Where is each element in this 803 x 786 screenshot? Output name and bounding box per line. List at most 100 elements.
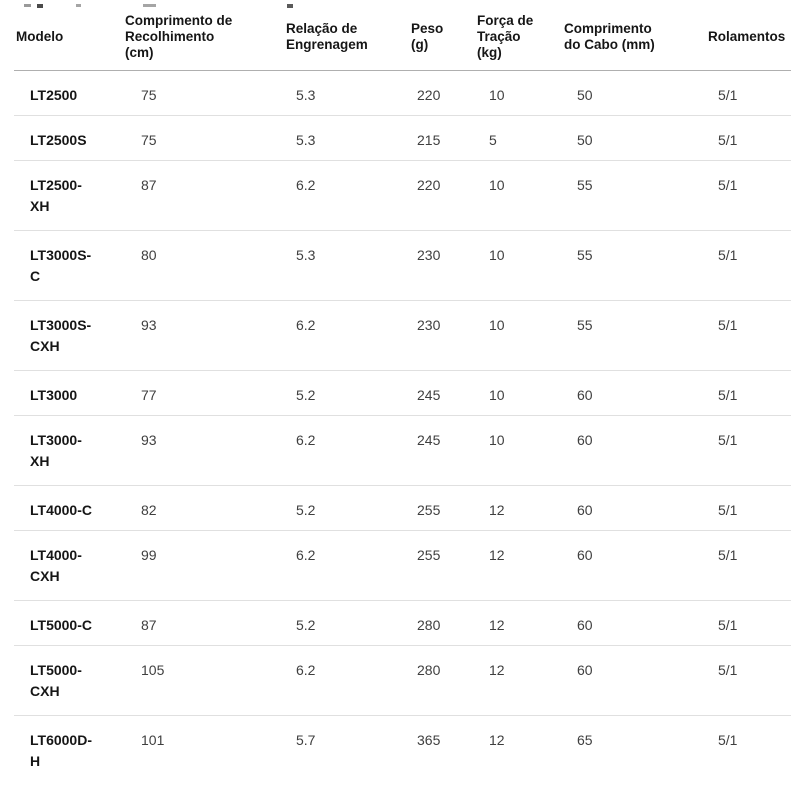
cell-cabo: 55 bbox=[562, 160, 706, 231]
column-header-tracao: Força de Tração (kg) bbox=[475, 4, 562, 71]
cell-cabo: 65 bbox=[562, 715, 706, 786]
cell-tracao: 10 bbox=[475, 230, 562, 301]
cell-cabo: 60 bbox=[562, 600, 706, 646]
clipped-heading-fragment bbox=[24, 4, 31, 7]
cell-relacao: 5.3 bbox=[296, 87, 316, 103]
cell-recolhimento: 99 bbox=[123, 530, 284, 601]
cell-recolhimento: 87 bbox=[123, 160, 284, 231]
column-header-cabo: Comprimento do Cabo (mm) bbox=[562, 4, 706, 71]
cell-rolamentos: 5/1 bbox=[706, 160, 791, 231]
cell-rolamentos: 5/1 bbox=[706, 530, 791, 601]
cell-modelo: LT3000S- C bbox=[14, 230, 123, 301]
cell-relacao: 6.2 bbox=[284, 415, 409, 486]
cell-relacao: 6.2 bbox=[284, 160, 409, 231]
clipped-heading-fragment bbox=[76, 4, 81, 7]
table-row: LT6000D- H 101 5.7 365 12 65 5/1 bbox=[14, 715, 791, 786]
cell-rolamentos: 5/1 bbox=[706, 115, 791, 161]
cell-relacao: 5.2 bbox=[284, 370, 409, 416]
clipped-heading-fragment bbox=[143, 4, 156, 7]
cell-modelo: LT4000-C bbox=[14, 485, 123, 531]
cell-recolhimento: 87 bbox=[123, 600, 284, 646]
cell-tracao: 10 bbox=[475, 415, 562, 486]
cell-peso: 255 bbox=[409, 485, 475, 531]
cell-recolhimento: 105 bbox=[123, 645, 284, 716]
cell-rolamentos: 5/1 bbox=[706, 645, 791, 716]
table-row: LT3000 77 5.2 245 10 60 5/1 bbox=[14, 370, 791, 416]
cell-recolhimento: 75 bbox=[123, 115, 284, 161]
cell-cabo: 60 bbox=[562, 370, 706, 416]
cell-tracao: 5 bbox=[475, 115, 562, 161]
cell-peso: 220 bbox=[409, 160, 475, 231]
cell-tracao: 10 bbox=[475, 370, 562, 416]
cell-recolhimento: 82 bbox=[123, 485, 284, 531]
cell-modelo: LT2500 bbox=[30, 87, 78, 103]
cell-peso: 280 bbox=[409, 600, 475, 646]
cell-relacao: 5.7 bbox=[284, 715, 409, 786]
cell-tracao: 12 bbox=[475, 530, 562, 601]
cell-recolhimento: 77 bbox=[123, 370, 284, 416]
cell-rolamentos: 5/1 bbox=[706, 415, 791, 486]
cell-modelo: LT2500S bbox=[14, 115, 123, 161]
spec-table-header: Modelo Comprimento de Recolhimento (cm) … bbox=[14, 4, 791, 71]
clipped-heading-fragment bbox=[287, 4, 293, 8]
table-row: LT2500 75 5.3 220 10 50 5/1 bbox=[14, 71, 791, 116]
cell-tracao: 12 bbox=[475, 715, 562, 786]
cell-modelo: LT6000D- H bbox=[14, 715, 123, 786]
header-row: Modelo Comprimento de Recolhimento (cm) … bbox=[14, 4, 791, 71]
cell-rolamentos: 5/1 bbox=[706, 600, 791, 646]
cell-modelo: LT5000-C bbox=[14, 600, 123, 646]
cell-tracao: 12 bbox=[475, 600, 562, 646]
table-row: LT4000-C 82 5.2 255 12 60 5/1 bbox=[14, 485, 791, 531]
cell-modelo: LT3000- XH bbox=[14, 415, 123, 486]
cell-rolamentos: 5/1 bbox=[706, 370, 791, 416]
cell-modelo: LT4000- CXH bbox=[14, 530, 123, 601]
cell-relacao: 5.2 bbox=[284, 600, 409, 646]
cell-rolamentos: 5/1 bbox=[706, 230, 791, 301]
cell-recolhimento: 101 bbox=[123, 715, 284, 786]
cell-rolamentos: 5/1 bbox=[706, 300, 791, 371]
cell-cabo: 50 bbox=[577, 87, 593, 103]
cell-peso: 230 bbox=[409, 300, 475, 371]
cell-peso: 230 bbox=[409, 230, 475, 301]
cell-modelo: LT2500- XH bbox=[14, 160, 123, 231]
cell-modelo: LT5000- CXH bbox=[14, 645, 123, 716]
column-header-recolhimento: Comprimento de Recolhimento (cm) bbox=[123, 4, 284, 71]
cell-tracao: 12 bbox=[475, 645, 562, 716]
cell-peso: 365 bbox=[409, 715, 475, 786]
cell-rolamentos: 5/1 bbox=[706, 715, 791, 786]
spec-table-body: LT2500 75 5.3 220 10 50 5/1 LT2500S 75 5.3 215 5 50 5… bbox=[14, 71, 791, 786]
cell-peso: 245 bbox=[409, 415, 475, 486]
cell-cabo: 60 bbox=[562, 415, 706, 486]
table-row: LT2500S 75 5.3 215 5 50 5/1 bbox=[14, 115, 791, 161]
cell-tracao: 10 bbox=[475, 160, 562, 231]
cell-relacao: 5.2 bbox=[284, 485, 409, 531]
cell-cabo: 60 bbox=[562, 485, 706, 531]
cell-relacao: 6.2 bbox=[284, 645, 409, 716]
table-row: LT3000S- C 80 5.3 230 10 55 5/1 bbox=[14, 230, 791, 301]
clipped-heading-fragment bbox=[37, 4, 43, 8]
cell-recolhimento: 75 bbox=[141, 87, 157, 103]
cell-relacao: 6.2 bbox=[284, 530, 409, 601]
cell-cabo: 55 bbox=[562, 300, 706, 371]
cell-cabo: 50 bbox=[562, 115, 706, 161]
cell-tracao: 10 bbox=[489, 87, 505, 103]
cell-rolamentos: 5/1 bbox=[718, 87, 738, 103]
cell-cabo: 60 bbox=[562, 530, 706, 601]
cell-recolhimento: 93 bbox=[123, 300, 284, 371]
cell-peso: 220 bbox=[417, 87, 441, 103]
table-row: LT5000- CXH 105 6.2 280 12 60 5/1 bbox=[14, 645, 791, 716]
cell-tracao: 12 bbox=[475, 485, 562, 531]
cell-peso: 280 bbox=[409, 645, 475, 716]
cell-peso: 245 bbox=[409, 370, 475, 416]
cell-peso: 215 bbox=[409, 115, 475, 161]
table-row: LT3000S- CXH 93 6.2 230 10 55 5/1 bbox=[14, 300, 791, 371]
column-header-modelo: Modelo bbox=[14, 4, 123, 71]
cell-cabo: 60 bbox=[562, 645, 706, 716]
product-spec-table: Modelo Comprimento de Recolhimento (cm) … bbox=[14, 4, 791, 786]
cell-modelo: LT3000S- CXH bbox=[14, 300, 123, 371]
cell-relacao: 5.3 bbox=[284, 115, 409, 161]
cell-peso: 255 bbox=[409, 530, 475, 601]
column-header-rolamentos: Rolamentos bbox=[706, 4, 791, 71]
table-row: LT2500- XH 87 6.2 220 10 55 5/1 bbox=[14, 160, 791, 231]
cell-tracao: 10 bbox=[475, 300, 562, 371]
